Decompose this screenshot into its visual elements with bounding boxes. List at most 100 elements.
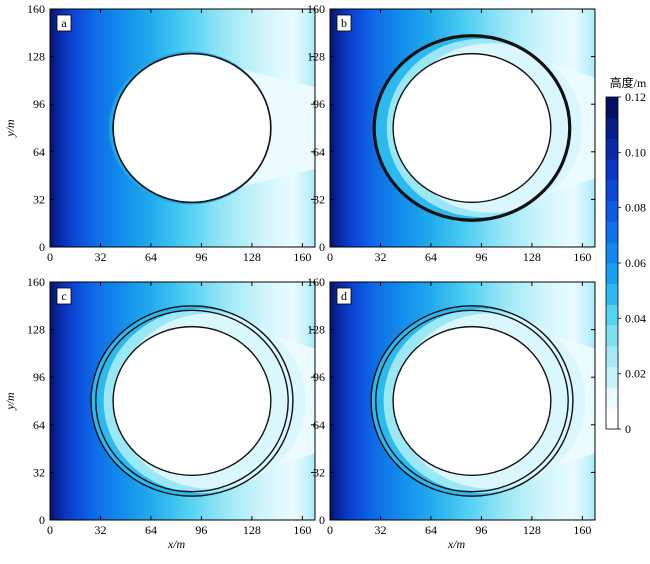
y-tick-label: 96 [313,370,325,384]
colorbar-segment [606,180,618,202]
x-tick-label: 64 [145,250,157,264]
panel-a: a 0 32 64 96 128 160 0 32 64 96 128 160 y/m [3,2,316,264]
y-tick-label: 96 [33,370,45,384]
panel-tag: c [61,289,66,303]
colorbar-title: 高度/m [610,75,647,90]
boundary-ring [375,309,569,493]
panel-frame [329,8,596,248]
x-tick-label: 0 [47,250,53,264]
y-tick-label: 32 [33,192,45,206]
y-tick-label: 160 [307,2,325,16]
panel-tag: b [341,16,347,30]
x-tick-label: 160 [573,523,591,537]
y-tick-label: 64 [313,145,325,159]
x-tick-label: 0 [327,523,333,537]
colorbar-tick-label: 0.12 [625,90,646,104]
x-tick-label: 32 [374,523,386,537]
y-axis-label: y/m [3,119,17,138]
x-tick-label: 128 [243,250,261,264]
x-tick-label: 128 [523,523,541,537]
panel-field [50,282,315,520]
colorbar-segment [606,117,618,139]
panel-d: d 0 32 64 96 128 160 0 32 64 96 128 160 x/m [307,275,596,551]
x-tick-label: 32 [374,250,386,264]
panel-tag-box [336,287,352,305]
colorbar-segment [606,138,618,160]
colorbar-segment [606,221,618,243]
panel-c: c 0 32 64 96 128 160 0 32 64 96 128 160 y/m x/m [3,275,316,551]
panel-tag-box [56,287,72,305]
y-tick-label: 128 [27,323,45,337]
x-tick-label: 0 [47,523,53,537]
panel-tag-box [56,14,72,32]
panel-field [330,282,595,520]
x-tick-label: 128 [243,523,261,537]
panel-tag-box [336,14,352,32]
island-area [113,53,271,203]
y-tick-label: 160 [307,275,325,289]
y-tick-label: 64 [33,145,45,159]
y-tick-label: 128 [27,50,45,64]
panel-field [330,9,595,247]
colorbar-tick-label: 0 [625,422,631,436]
colorbar-segment [606,408,618,430]
x-tick-label: 128 [523,250,541,264]
x-tick-label: 64 [145,523,157,537]
panel-frame [49,281,316,521]
island-area [393,53,551,203]
panel-b: b 0 32 64 96 128 160 0 32 64 96 128 160 [307,2,596,264]
x-axis-label: x/m [167,537,186,551]
y-tick-label: 160 [27,2,45,16]
x-tick-label: 160 [573,250,591,264]
y-tick-label: 32 [313,192,325,206]
boundary-ring [90,305,294,497]
island-area [113,326,271,476]
y-tick-label: 96 [313,97,325,111]
y-tick-label: 96 [33,97,45,111]
x-tick-label: 64 [425,250,437,264]
y-tick-label: 0 [39,240,45,254]
boundary-ring [372,34,572,222]
y-tick-label: 128 [307,323,325,337]
boundary-ring [112,325,272,477]
x-tick-label: 96 [475,250,487,264]
colorbar-segment [606,263,618,285]
y-tick-label: 64 [33,418,45,432]
colorbar-segment [606,283,618,305]
colorbar-tick-label: 0.10 [625,145,646,159]
colorbar-segment [606,346,618,368]
boundary-ring [392,325,552,477]
y-tick-label: 0 [39,513,45,527]
y-tick-label: 64 [313,418,325,432]
boundary-ring [95,309,289,493]
colorbar-segment [606,387,618,409]
boundary-ring [370,305,574,497]
panel-tag: a [61,16,67,30]
y-tick-label: 32 [313,465,325,479]
y-tick-label: 32 [33,465,45,479]
colorbar-segment [606,366,618,388]
colorbar-segment [606,304,618,326]
colorbar-segment [606,159,618,181]
y-tick-label: 0 [319,513,325,527]
y-axis-label: y/m [3,392,17,411]
x-axis-label: x/m [447,537,466,551]
x-tick-label: 64 [425,523,437,537]
panel-field [50,9,315,247]
panel-tag: d [341,289,347,303]
x-tick-label: 32 [94,523,106,537]
colorbar-tick-label: 0.08 [625,201,646,215]
colorbar-segment [606,242,618,264]
x-tick-label: 96 [195,250,207,264]
colorbar-tick-label: 0.06 [625,256,646,270]
panel-frame [329,281,596,521]
y-tick-label: 128 [307,50,325,64]
x-tick-label: 32 [94,250,106,264]
y-tick-label: 0 [319,240,325,254]
colorbar-tick-label: 0.04 [625,311,646,325]
boundary-ring [392,52,552,204]
colorbar: 高度/m 0 0.02 0.04 0.06 0.08 0.10 0.12 [605,75,647,436]
x-tick-label: 0 [327,250,333,264]
